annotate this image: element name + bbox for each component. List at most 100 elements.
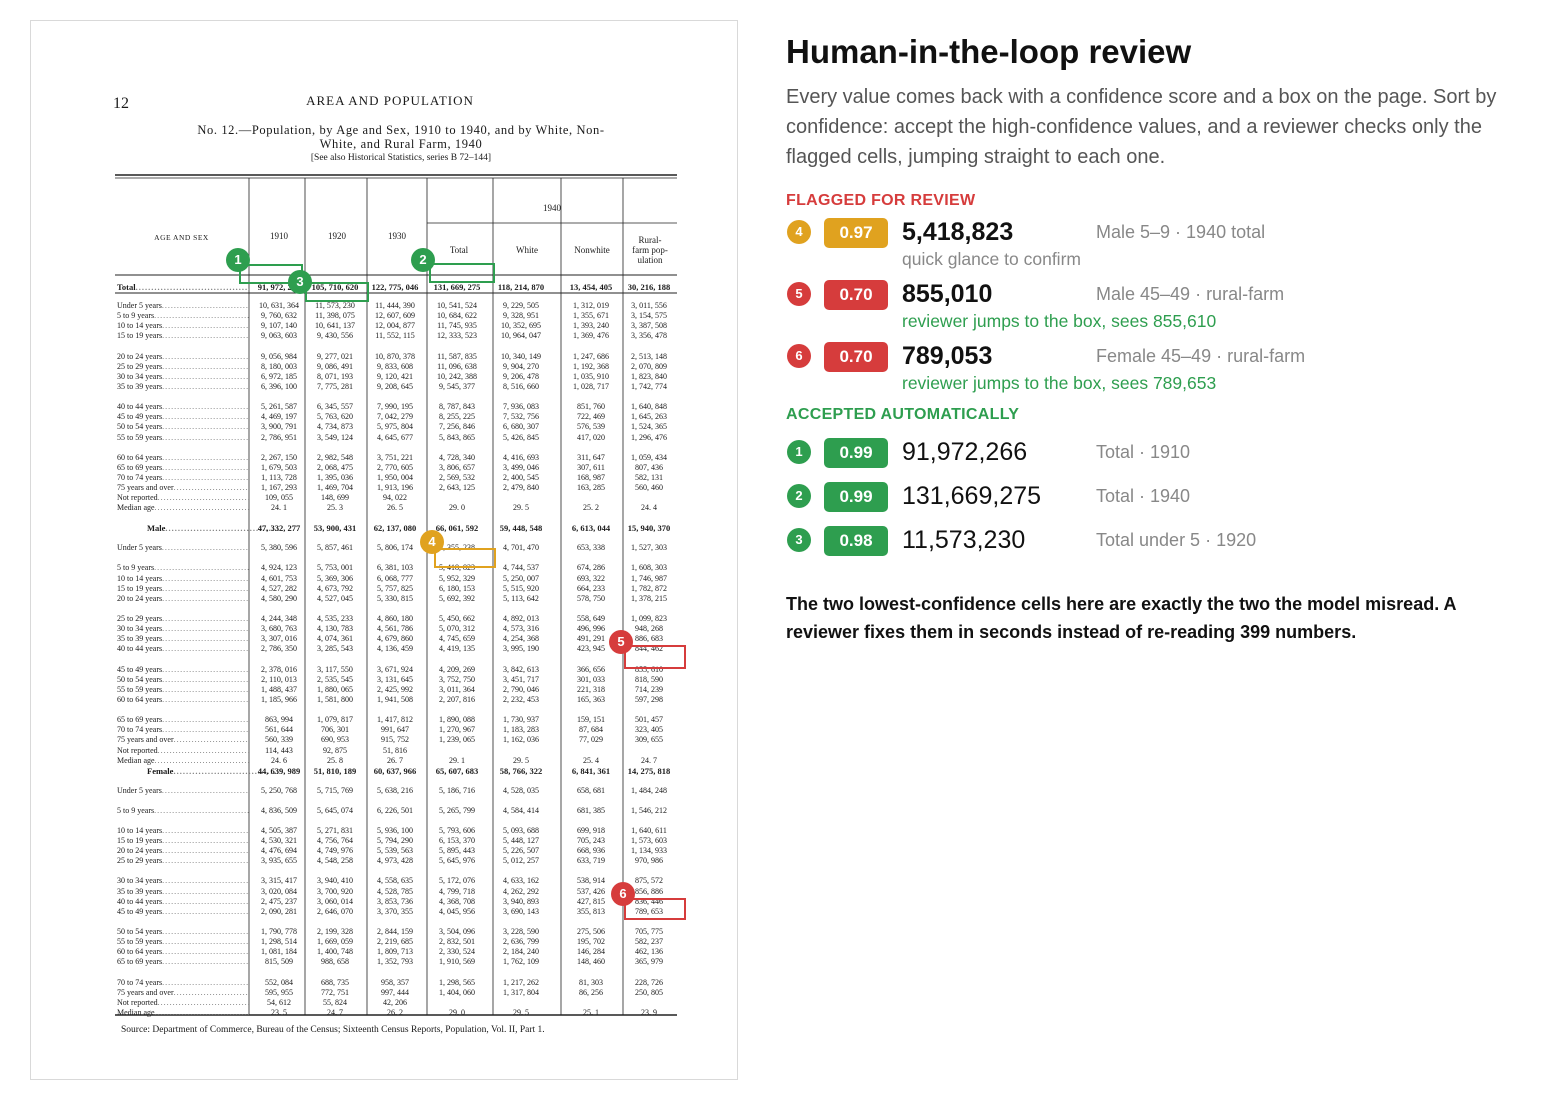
table-cell[interactable]: 24. 7: [641, 755, 657, 765]
table-cell[interactable]: 3, 900, 791: [261, 422, 297, 432]
table-cell[interactable]: 6, 680, 307: [503, 422, 539, 432]
table-cell[interactable]: 3, 995, 190: [503, 644, 539, 654]
table-cell[interactable]: 4, 530, 321: [261, 835, 297, 845]
table-cell[interactable]: 818, 590: [635, 674, 663, 684]
marker-pin-3[interactable]: 3: [288, 270, 312, 294]
table-cell[interactable]: 148, 699: [321, 493, 349, 503]
table-cell[interactable]: 275, 506: [577, 927, 605, 936]
table-cell[interactable]: 10, 541, 524: [437, 301, 477, 310]
flagged-item[interactable]: 5 0.70 855,010 Male 45–49 · rural-farm r…: [786, 280, 1546, 344]
table-cell[interactable]: 6, 396, 100: [261, 381, 297, 391]
table-cell[interactable]: 681, 385: [577, 805, 605, 815]
table-cell[interactable]: 4, 728, 340: [439, 452, 475, 462]
table-cell[interactable]: 3, 751, 221: [377, 452, 413, 462]
table-cell[interactable]: 4, 734, 873: [317, 422, 353, 432]
table-cell[interactable]: 8, 071, 193: [317, 371, 353, 381]
table-cell[interactable]: 221, 318: [577, 684, 605, 694]
table-cell[interactable]: 4, 368, 708: [439, 896, 475, 906]
table-cell[interactable]: 3, 228, 590: [503, 927, 539, 936]
table-cell[interactable]: 9, 760, 632: [261, 311, 297, 321]
table-cell[interactable]: 1, 581, 800: [317, 694, 353, 704]
table-cell[interactable]: 3, 154, 575: [631, 311, 667, 321]
table-cell[interactable]: 2, 207, 816: [439, 694, 475, 704]
table-cell[interactable]: 163, 285: [577, 483, 605, 493]
table-cell[interactable]: 25. 8: [327, 755, 343, 765]
table-cell[interactable]: 6, 226, 501: [377, 805, 413, 815]
table-cell[interactable]: 1, 059, 434: [631, 452, 667, 462]
marker-pin-6[interactable]: 6: [611, 882, 635, 906]
table-cell[interactable]: 24. 4: [641, 503, 657, 513]
table-cell[interactable]: 3, 499, 046: [503, 462, 539, 472]
table-cell[interactable]: 1, 355, 671: [573, 311, 609, 321]
table-cell[interactable]: 1, 524, 365: [631, 422, 667, 432]
accepted-item[interactable]: 3 0.98 11,573,230 Total under 5 · 1920: [786, 526, 1546, 572]
table-cell[interactable]: 1, 217, 262: [503, 977, 539, 987]
table-cell[interactable]: 3, 549, 124: [317, 432, 353, 442]
table-cell[interactable]: 87, 684: [579, 725, 603, 735]
table-cell[interactable]: 496, 996: [577, 624, 605, 634]
table-cell[interactable]: 1, 950, 004: [377, 473, 413, 482]
table-cell[interactable]: 991, 647: [381, 725, 409, 735]
table-cell[interactable]: 5, 793, 606: [439, 825, 475, 835]
table-cell[interactable]: 9, 277, 021: [317, 351, 353, 361]
table-cell[interactable]: 3, 011, 556: [631, 301, 667, 310]
table-cell[interactable]: 5, 753, 001: [317, 563, 353, 573]
table-cell[interactable]: 4, 749, 976: [317, 846, 353, 855]
table-cell[interactable]: 2, 475, 237: [261, 896, 297, 906]
table-cell[interactable]: 86, 256: [579, 987, 603, 997]
table-cell[interactable]: 1, 484, 248: [631, 785, 667, 795]
table-cell[interactable]: 1, 298, 514: [261, 937, 297, 947]
table-cell[interactable]: 1, 035, 910: [573, 371, 609, 381]
table-cell[interactable]: 4, 561, 786: [377, 624, 413, 634]
table-cell[interactable]: 1, 823, 840: [631, 371, 667, 381]
table-cell[interactable]: 4, 130, 783: [317, 624, 353, 634]
table-cell[interactable]: 997, 444: [381, 987, 409, 997]
table-cell[interactable]: 3, 356, 478: [631, 331, 667, 341]
table-cell[interactable]: 2, 330, 524: [439, 947, 475, 957]
table-cell[interactable]: 2, 378, 016: [261, 664, 297, 674]
table-cell[interactable]: 4, 419, 135: [439, 644, 475, 654]
table-cell[interactable]: 66, 061, 592: [435, 523, 479, 534]
table-cell[interactable]: 1, 417, 812: [377, 715, 413, 725]
accepted-item[interactable]: 2 0.99 131,669,275 Total · 1940: [786, 482, 1546, 528]
table-cell[interactable]: 690, 953: [321, 735, 349, 745]
table-cell[interactable]: 4, 679, 860: [377, 634, 413, 644]
table-cell[interactable]: 1, 317, 804: [503, 987, 539, 997]
table-cell[interactable]: 2, 090, 281: [261, 906, 297, 916]
table-cell[interactable]: 4, 701, 470: [503, 543, 539, 553]
table-cell[interactable]: 714, 239: [635, 684, 663, 694]
table-cell[interactable]: 4, 527, 282: [261, 583, 297, 593]
table-cell[interactable]: 8, 787, 843: [439, 402, 475, 412]
table-cell[interactable]: 705, 243: [577, 835, 605, 845]
table-cell[interactable]: 1, 890, 088: [439, 715, 475, 725]
table-cell[interactable]: 5, 012, 257: [503, 856, 539, 866]
table-cell[interactable]: 5, 936, 100: [377, 825, 413, 835]
table-cell[interactable]: 62, 137, 080: [373, 523, 417, 534]
table-cell[interactable]: 5, 380, 596: [261, 543, 297, 553]
table-cell[interactable]: 6, 841, 361: [571, 765, 611, 776]
table-cell[interactable]: 1, 573, 603: [631, 835, 667, 845]
table-cell[interactable]: 1, 546, 212: [631, 805, 667, 815]
table-cell[interactable]: 2, 636, 799: [503, 937, 539, 947]
table-cell[interactable]: 2, 770, 605: [377, 462, 413, 472]
table-cell[interactable]: 693, 322: [577, 573, 605, 583]
table-cell[interactable]: 1, 393, 240: [573, 321, 609, 331]
table-cell[interactable]: 6, 153, 370: [439, 835, 475, 845]
table-cell[interactable]: 1, 369, 476: [573, 331, 609, 341]
table-cell[interactable]: 2, 199, 328: [317, 927, 353, 936]
table-cell[interactable]: 1, 162, 036: [503, 735, 539, 745]
table-cell[interactable]: 1, 640, 848: [631, 402, 667, 412]
table-cell[interactable]: 1, 527, 303: [631, 543, 667, 553]
table-cell[interactable]: 582, 131: [635, 473, 663, 482]
table-cell[interactable]: 122, 775, 046: [371, 282, 419, 292]
table-cell[interactable]: 2, 569, 532: [439, 473, 475, 482]
table-cell[interactable]: 8, 180, 003: [261, 361, 297, 371]
table-cell[interactable]: 4, 528, 785: [377, 886, 413, 896]
table-cell[interactable]: 5, 426, 845: [503, 432, 539, 442]
table-cell[interactable]: 4, 476, 694: [261, 846, 297, 855]
table-cell[interactable]: 3, 315, 417: [261, 876, 297, 886]
table-cell[interactable]: 4, 836, 509: [261, 805, 297, 815]
table-cell[interactable]: 875, 572: [635, 876, 663, 886]
table-cell[interactable]: 47, 332, 277: [257, 523, 301, 534]
table-cell[interactable]: 10, 340, 149: [501, 351, 541, 361]
